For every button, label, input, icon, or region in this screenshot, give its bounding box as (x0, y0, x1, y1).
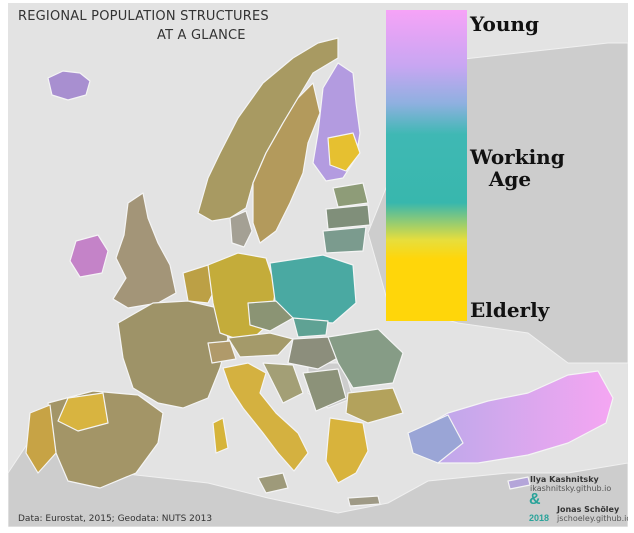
region-turkey (412, 370, 614, 464)
region-crete (347, 495, 381, 507)
europe-map (8, 37, 628, 527)
region-estonia (332, 182, 369, 208)
region-hungary (287, 336, 344, 370)
region-latvia (325, 204, 371, 230)
eu-regions (25, 37, 614, 507)
credit-author2-name: Jonas Schöley (557, 505, 620, 514)
region-cyprus (507, 476, 531, 490)
region-portugal (25, 404, 57, 474)
legend-label-elderly: Elderly (470, 298, 550, 322)
credit-author2: Jonas Schöley jschoeley.github.io (557, 505, 628, 523)
region-austria (227, 332, 294, 358)
map-frame: REGIONAL POPULATION STRUCTURES AT A GLAN… (8, 3, 628, 527)
region-lithuania (322, 226, 367, 254)
credit-author1-name: Ilya Kashnitsky (530, 475, 599, 484)
credit-author1: Ilya Kashnitsky ikashnitsky.github.io (530, 475, 611, 493)
region-serbia (302, 368, 347, 412)
region-spain-north (57, 392, 109, 432)
map-title-line2: AT A GLANCE (157, 28, 246, 43)
map-title-line1: REGIONAL POPULATION STRUCTURES (18, 9, 269, 24)
credit-ampersand: & (529, 491, 541, 508)
region-greece (325, 417, 369, 484)
region-turkey-west (407, 414, 464, 464)
region-slovakia (292, 317, 329, 338)
legend-label-working-line1: Working (470, 145, 565, 169)
region-sicily (257, 472, 289, 494)
region-denmark (229, 210, 253, 248)
region-italy (222, 362, 309, 472)
region-sardinia (212, 417, 229, 454)
legend-color-bar (386, 10, 467, 321)
legend-label-young: Young (470, 12, 539, 36)
region-ireland (69, 234, 109, 278)
credit-author1-url: ikashnitsky.github.io (530, 484, 612, 493)
region-sweden (252, 82, 321, 244)
region-france (117, 300, 229, 409)
credit-year: 2018 (529, 513, 550, 523)
region-czechia (247, 300, 294, 332)
region-iceland (47, 70, 91, 101)
data-source-note: Data: Eurostat, 2015; Geodata: NUTS 2013 (18, 514, 213, 524)
region-croatia (262, 362, 304, 404)
legend-label-working-line2: Age (488, 167, 532, 191)
region-bulgaria (345, 387, 404, 424)
region-great-britain (112, 192, 177, 309)
region-switzerland (207, 340, 237, 364)
region-romania (327, 328, 404, 389)
region-finland-south (327, 132, 361, 172)
credit-author2-url: jschoeley.github.io (557, 514, 628, 523)
legend-label-working-age: Working Age (470, 145, 565, 191)
region-norway (197, 37, 339, 222)
